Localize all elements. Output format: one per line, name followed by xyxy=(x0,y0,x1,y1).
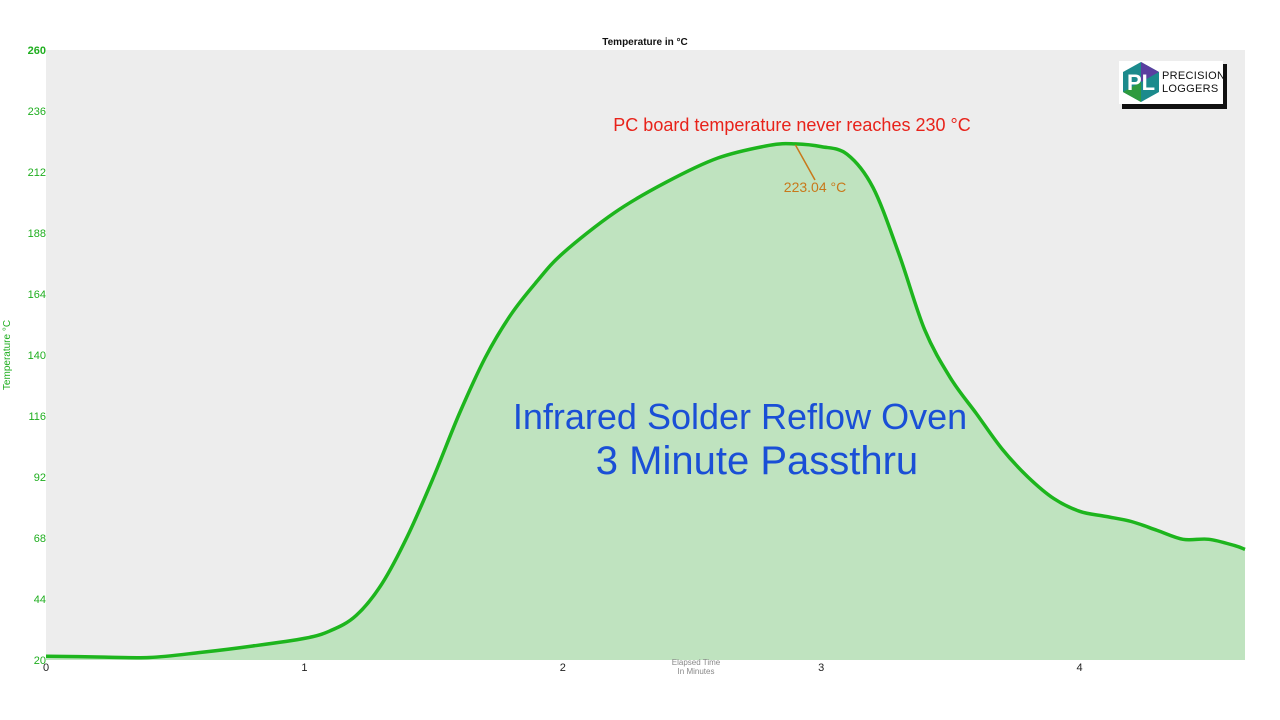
logo-initials: PL xyxy=(1127,70,1155,95)
y-tick-label: 164 xyxy=(28,289,46,301)
y-tick-label: 44 xyxy=(34,594,46,606)
x-axis-ticks: 0 1 2 3 4 xyxy=(43,662,1083,674)
overlay-title-line1: Infrared Solder Reflow Oven xyxy=(513,396,967,437)
x-tick-label: 4 xyxy=(1077,662,1083,674)
x-axis-label-line1: Elapsed Time xyxy=(672,658,721,667)
overlay-title-line2: 3 Minute Passthru xyxy=(596,439,918,483)
y-axis-label: Temperature °C xyxy=(2,320,13,390)
y-tick-label: 236 xyxy=(28,106,46,118)
chart-title: Temperature in °C xyxy=(602,37,688,48)
y-axis-ticks: 260 236 212 188 164 140 116 92 68 44 20 xyxy=(28,45,46,667)
peak-leader-line xyxy=(794,144,816,181)
y-tick-label: 92 xyxy=(34,472,46,484)
precision-loggers-logo: PL PRECISION LOGGERS xyxy=(1119,61,1227,109)
logo-hex-facet-bottom xyxy=(1123,82,1141,102)
logo-line2: LOGGERS xyxy=(1162,83,1219,95)
y-tick-label: 140 xyxy=(28,350,46,362)
series-area-fill xyxy=(46,143,1245,660)
logo-line1: PRECISION xyxy=(1162,70,1225,82)
y-tick-label: 116 xyxy=(28,411,46,423)
peak-label: 223.04 °C xyxy=(784,179,846,195)
x-tick-label: 1 xyxy=(301,662,307,674)
y-tick-label: 68 xyxy=(34,533,46,545)
y-tick-label: 260 xyxy=(28,45,46,57)
x-tick-label: 0 xyxy=(43,662,49,674)
y-tick-label: 188 xyxy=(28,228,46,240)
y-tick-label: 20 xyxy=(34,655,46,667)
annotation-note: PC board temperature never reaches 230 °… xyxy=(613,115,970,135)
series-line xyxy=(45,141,1246,660)
y-tick-label: 212 xyxy=(28,167,46,179)
x-axis-label-line2: In Minutes xyxy=(678,667,715,676)
x-tick-label: 2 xyxy=(560,662,566,674)
logo-hex-facet-top xyxy=(1141,62,1159,82)
x-tick-label: 3 xyxy=(818,662,824,674)
